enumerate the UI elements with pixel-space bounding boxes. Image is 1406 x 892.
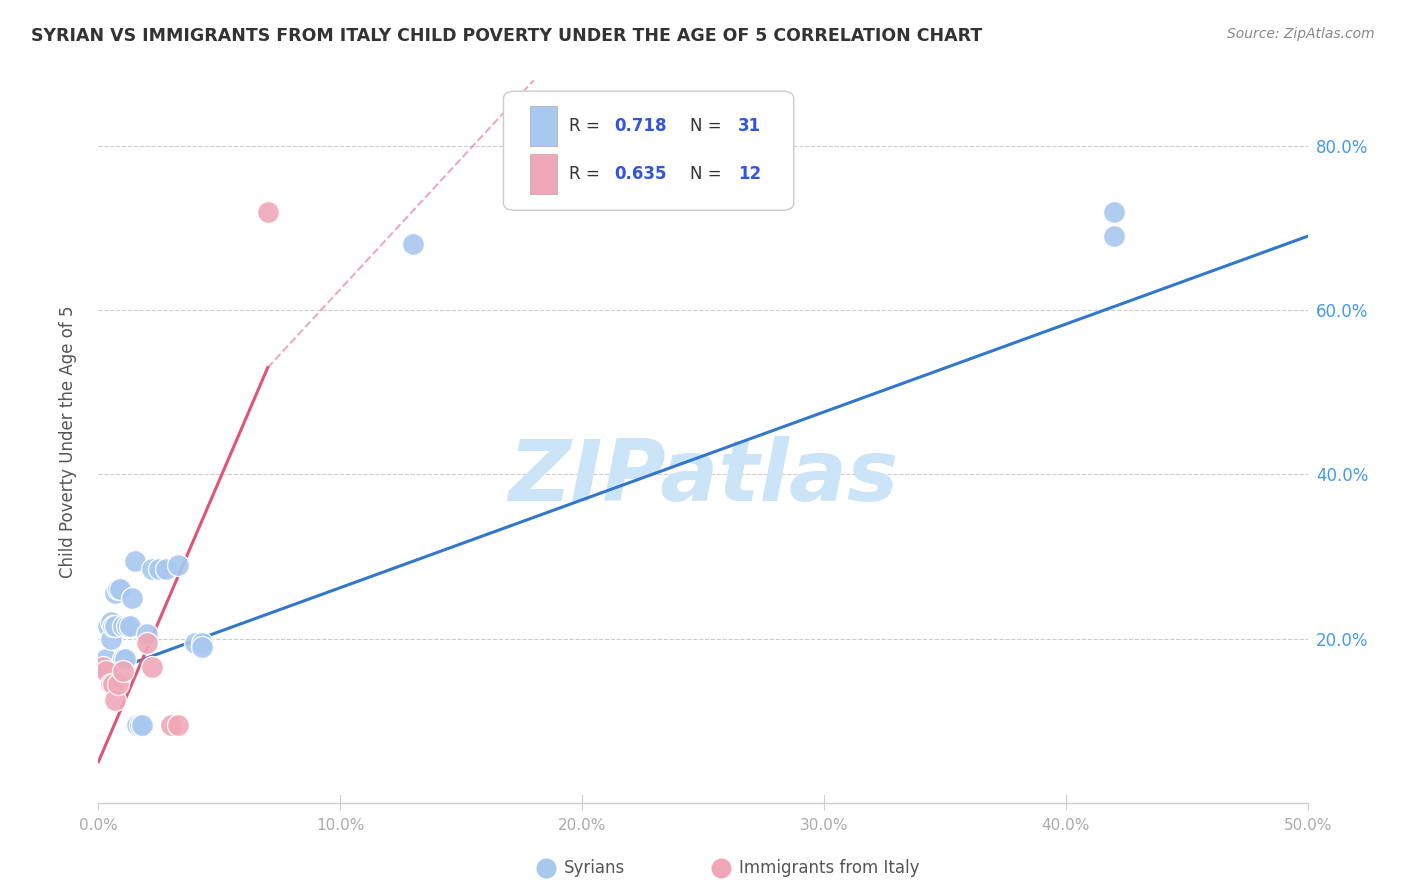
Text: 12: 12 (738, 165, 761, 183)
FancyBboxPatch shape (503, 91, 793, 211)
Point (191, 636, 214, 650)
Point (155, 562, 177, 576)
Point (1333, 870, 1355, 884)
Point (94, 665, 117, 679)
Bar (530, 154, 557, 194)
Point (1102, 204, 1125, 219)
Point (101, 677, 124, 691)
Text: R =: R = (569, 117, 605, 135)
Point (160, 718, 183, 732)
Text: Syrians: Syrians (564, 859, 626, 877)
Point (256, 204, 278, 219)
Text: 0.718: 0.718 (614, 117, 668, 135)
Point (135, 627, 157, 641)
Point (135, 636, 157, 650)
Point (104, 619, 127, 633)
Point (111, 652, 134, 666)
Point (111, 665, 134, 679)
Point (127, 718, 149, 732)
Point (91, 660, 114, 674)
Text: 31: 31 (738, 117, 761, 135)
Point (167, 718, 190, 732)
Point (191, 640, 214, 654)
Text: N =: N = (690, 117, 727, 135)
Point (108, 582, 131, 597)
Point (114, 652, 136, 666)
Point (167, 558, 190, 572)
Text: ZIPatlas: ZIPatlas (508, 436, 898, 519)
Point (121, 591, 143, 605)
Point (124, 553, 146, 567)
Point (184, 636, 207, 650)
Y-axis label: Child Poverty Under the Age of 5: Child Poverty Under the Age of 5 (59, 305, 77, 578)
Point (104, 693, 127, 707)
Point (981, 870, 1004, 884)
Point (100, 615, 122, 630)
Text: R =: R = (569, 165, 605, 183)
Point (97, 619, 120, 633)
Point (107, 677, 129, 691)
Text: N =: N = (690, 165, 727, 183)
Text: Immigrants from Italy: Immigrants from Italy (740, 859, 920, 877)
Point (148, 562, 170, 576)
Point (131, 718, 153, 732)
Point (141, 562, 163, 576)
Point (100, 632, 122, 646)
Point (1102, 229, 1125, 244)
Point (94, 652, 117, 666)
Text: SYRIAN VS IMMIGRANTS FROM ITALY CHILD POVERTY UNDER THE AGE OF 5 CORRELATION CHA: SYRIAN VS IMMIGRANTS FROM ITALY CHILD PO… (31, 27, 983, 45)
Point (100, 677, 122, 691)
Point (104, 586, 127, 600)
Point (107, 582, 129, 597)
Point (117, 619, 139, 633)
Point (118, 619, 141, 633)
Point (111, 619, 134, 633)
Text: 0.635: 0.635 (614, 165, 668, 183)
Point (128, 718, 150, 732)
Point (141, 660, 163, 674)
Text: Source: ZipAtlas.com: Source: ZipAtlas.com (1227, 27, 1375, 41)
Point (91, 660, 114, 674)
Bar (530, 106, 557, 145)
Point (402, 237, 425, 252)
Point (101, 619, 124, 633)
